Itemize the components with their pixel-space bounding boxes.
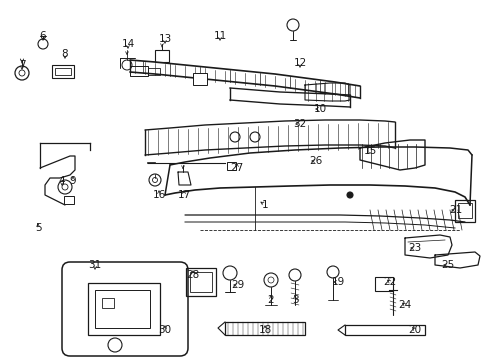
Text: 20: 20 xyxy=(407,325,421,335)
Text: 8: 8 xyxy=(61,49,68,59)
Bar xyxy=(88,283,160,335)
Bar xyxy=(95,290,150,328)
Text: 21: 21 xyxy=(448,205,462,215)
Bar xyxy=(52,65,74,78)
Bar xyxy=(155,50,169,62)
Bar xyxy=(185,268,216,296)
Bar xyxy=(130,66,148,76)
Bar xyxy=(148,68,160,75)
Text: 17: 17 xyxy=(177,190,190,200)
Text: 15: 15 xyxy=(363,146,376,156)
Text: 19: 19 xyxy=(331,277,344,287)
Text: 12: 12 xyxy=(293,58,306,68)
Text: 26: 26 xyxy=(309,156,322,166)
Text: 32: 32 xyxy=(293,119,306,129)
Text: 25: 25 xyxy=(441,260,454,270)
Text: 22: 22 xyxy=(383,277,396,287)
Text: 3: 3 xyxy=(291,295,298,305)
Text: 9: 9 xyxy=(70,176,76,186)
Text: 5: 5 xyxy=(35,223,41,233)
Bar xyxy=(345,325,424,335)
Text: 1: 1 xyxy=(261,200,268,210)
Text: 2: 2 xyxy=(267,295,274,305)
Text: 23: 23 xyxy=(407,243,421,253)
Text: 24: 24 xyxy=(398,300,411,310)
Text: 27: 27 xyxy=(230,163,243,173)
Text: 7: 7 xyxy=(19,60,25,70)
Text: 18: 18 xyxy=(258,325,271,335)
Text: 30: 30 xyxy=(158,325,171,335)
Bar xyxy=(190,272,212,292)
Text: 29: 29 xyxy=(231,280,244,290)
Text: 11: 11 xyxy=(213,31,226,41)
Bar xyxy=(454,200,474,222)
Bar xyxy=(102,298,114,308)
Bar xyxy=(193,73,206,85)
Bar xyxy=(64,196,74,204)
Text: 14: 14 xyxy=(121,39,134,49)
Text: 31: 31 xyxy=(88,260,102,270)
Bar xyxy=(55,68,71,75)
Bar xyxy=(457,203,471,218)
Text: 6: 6 xyxy=(40,31,46,41)
Text: 13: 13 xyxy=(158,34,171,44)
Text: 4: 4 xyxy=(59,176,65,186)
Text: 28: 28 xyxy=(186,270,199,280)
Text: 10: 10 xyxy=(313,104,326,114)
Text: 16: 16 xyxy=(152,190,165,200)
Bar xyxy=(374,277,392,291)
Bar xyxy=(224,322,305,335)
Circle shape xyxy=(346,192,352,198)
Bar xyxy=(226,162,236,170)
